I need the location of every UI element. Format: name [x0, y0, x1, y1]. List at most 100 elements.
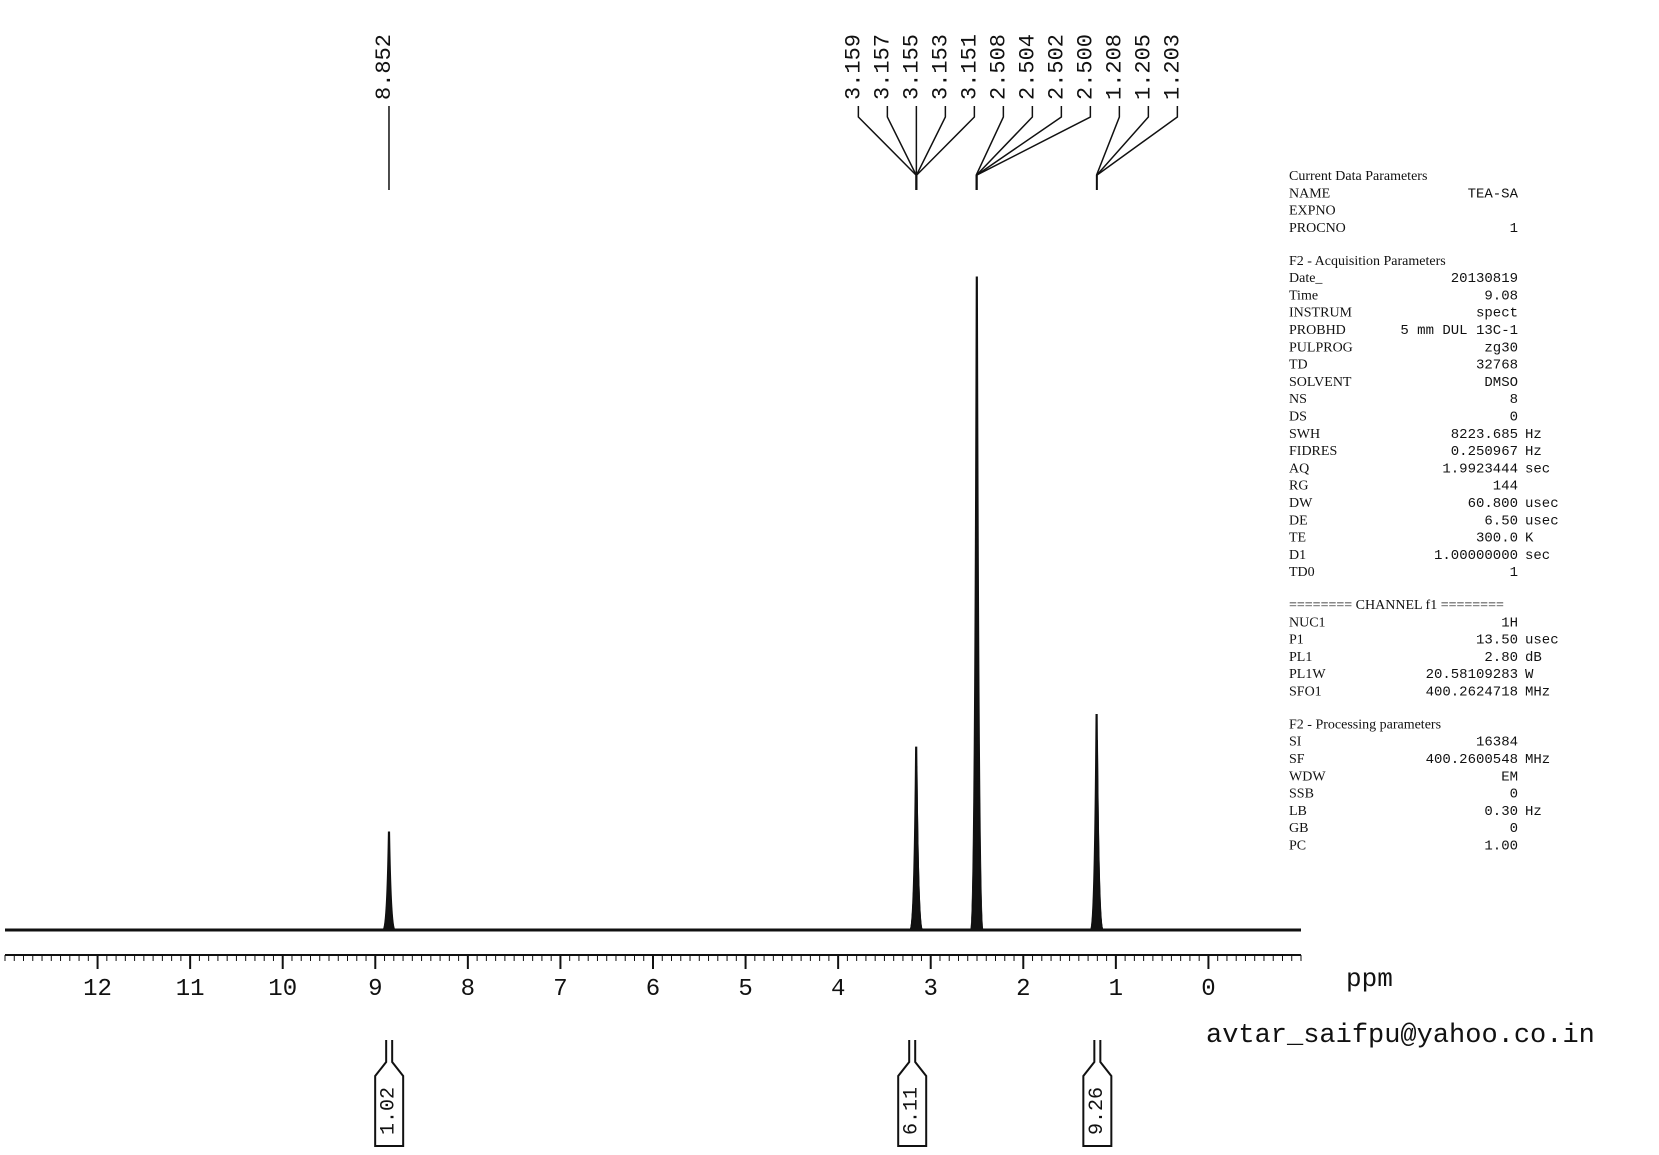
email: avtar_saifpu@yahoo.co.in — [1206, 1021, 1595, 1051]
peak-leader — [915, 106, 947, 190]
param-value: 144 — [1493, 479, 1518, 495]
param-unit: usec — [1525, 496, 1559, 512]
peak-label: 2.500 — [1073, 34, 1098, 100]
param-title: ======== CHANNEL f1 ======== — [1289, 598, 1504, 613]
param-name: WDW — [1289, 769, 1326, 784]
param-value: EM — [1501, 769, 1518, 785]
peak-label: 2.502 — [1044, 34, 1069, 100]
param-name: PROCNO — [1289, 221, 1346, 236]
peak-label: 3.155 — [899, 34, 924, 100]
peak — [969, 733, 985, 931]
param-name: TD — [1289, 358, 1308, 373]
param-unit: MHz — [1525, 685, 1550, 701]
param-name: RG — [1289, 479, 1308, 494]
param-unit: K — [1525, 531, 1534, 547]
peak-label: 2.504 — [1015, 34, 1040, 100]
param-value: 1 — [1510, 221, 1518, 237]
peak-leader — [886, 106, 917, 190]
param-name: DS — [1289, 409, 1307, 424]
integral-bracket — [1082, 1040, 1113, 1147]
param-unit: dB — [1525, 650, 1542, 666]
param-name: SWH — [1289, 427, 1320, 442]
param-value: 6.50 — [1484, 513, 1518, 529]
param-unit: W — [1525, 667, 1534, 683]
param-value: DMSO — [1484, 375, 1518, 391]
peak-label: 1.208 — [1102, 34, 1127, 100]
param-name: TE — [1289, 531, 1306, 546]
param-value: 0 — [1510, 787, 1518, 803]
param-value: 32768 — [1476, 358, 1518, 374]
param-name: D1 — [1289, 548, 1306, 563]
param-name: PROBHD — [1289, 323, 1346, 338]
param-value: 8 — [1510, 392, 1518, 408]
param-value: 0 — [1510, 821, 1518, 837]
param-value: 1 — [1510, 565, 1518, 581]
param-name: NAME — [1289, 186, 1330, 201]
param-name: LB — [1289, 804, 1307, 819]
peak-label: 1.203 — [1160, 34, 1185, 100]
param-unit: sec — [1525, 548, 1550, 564]
x-tick-label: 2 — [1016, 976, 1030, 1003]
param-value: 16384 — [1476, 735, 1518, 751]
param-name: TD0 — [1289, 565, 1315, 580]
param-name: PC — [1289, 839, 1306, 854]
param-name: NUC1 — [1289, 615, 1326, 630]
param-title: Current Data Parameters — [1289, 169, 1427, 184]
param-value: 400.2600548 — [1426, 752, 1518, 768]
param-name: SOLVENT — [1289, 375, 1352, 390]
param-name: DE — [1289, 513, 1308, 528]
param-value: 2.80 — [1484, 650, 1518, 666]
param-name: NS — [1289, 392, 1307, 407]
param-value: 1.00000000 — [1434, 548, 1518, 564]
peak-label: 8.852 — [372, 34, 397, 100]
peak-label: 3.159 — [841, 34, 866, 100]
param-name: SFO1 — [1289, 685, 1322, 700]
x-tick-label: 3 — [924, 976, 938, 1003]
peak-leader — [915, 106, 976, 190]
peak-label: 3.153 — [928, 34, 953, 100]
integral-bracket — [374, 1040, 405, 1147]
param-value: 400.2624718 — [1426, 685, 1518, 701]
peak-leader — [975, 106, 1005, 190]
peak-label: 3.151 — [957, 34, 982, 100]
param-name: SI — [1289, 735, 1302, 750]
param-value: 8223.685 — [1451, 427, 1518, 443]
param-value: 13.50 — [1476, 633, 1518, 649]
param-name: SF — [1289, 752, 1305, 767]
param-value: 1H — [1501, 615, 1518, 631]
integral-label: 1.02 — [378, 1087, 401, 1135]
param-unit: usec — [1525, 633, 1559, 649]
param-name: GB — [1289, 821, 1308, 836]
param-value: 9.08 — [1484, 288, 1518, 304]
param-title: F2 - Processing parameters — [1289, 717, 1441, 732]
param-name: SSB — [1289, 787, 1314, 802]
param-value: 0.250967 — [1451, 444, 1518, 460]
peak — [909, 890, 924, 931]
param-value: 1.9923444 — [1442, 461, 1518, 477]
param-value: zg30 — [1484, 340, 1518, 356]
param-name: PL1W — [1289, 667, 1326, 682]
peak-leader — [976, 106, 1092, 190]
param-value: 5 mm DUL 13C-1 — [1400, 323, 1518, 339]
param-unit: Hz — [1525, 444, 1542, 460]
param-value: 60.800 — [1468, 496, 1518, 512]
param-unit: usec — [1525, 513, 1559, 529]
param-value: 0.30 — [1484, 804, 1518, 820]
integral-label: 9.26 — [1086, 1087, 1109, 1135]
peak — [1089, 805, 1105, 931]
param-unit: Hz — [1525, 427, 1542, 443]
param-value: 1.00 — [1484, 839, 1518, 855]
peak — [969, 276, 984, 931]
x-tick-label: 1 — [1109, 976, 1123, 1003]
peak-leader — [857, 106, 917, 190]
peak-label: 3.157 — [870, 34, 895, 100]
param-name: INSTRUM — [1289, 306, 1353, 321]
param-name: PL1 — [1289, 650, 1312, 665]
param-unit: Hz — [1525, 804, 1542, 820]
peak — [909, 766, 924, 931]
peak-leader — [975, 106, 1034, 190]
param-value: 20.58109283 — [1426, 667, 1518, 683]
param-name: DW — [1289, 496, 1313, 511]
